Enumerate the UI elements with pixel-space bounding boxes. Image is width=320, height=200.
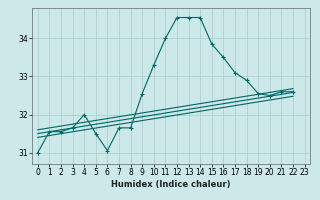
X-axis label: Humidex (Indice chaleur): Humidex (Indice chaleur) <box>111 180 231 189</box>
